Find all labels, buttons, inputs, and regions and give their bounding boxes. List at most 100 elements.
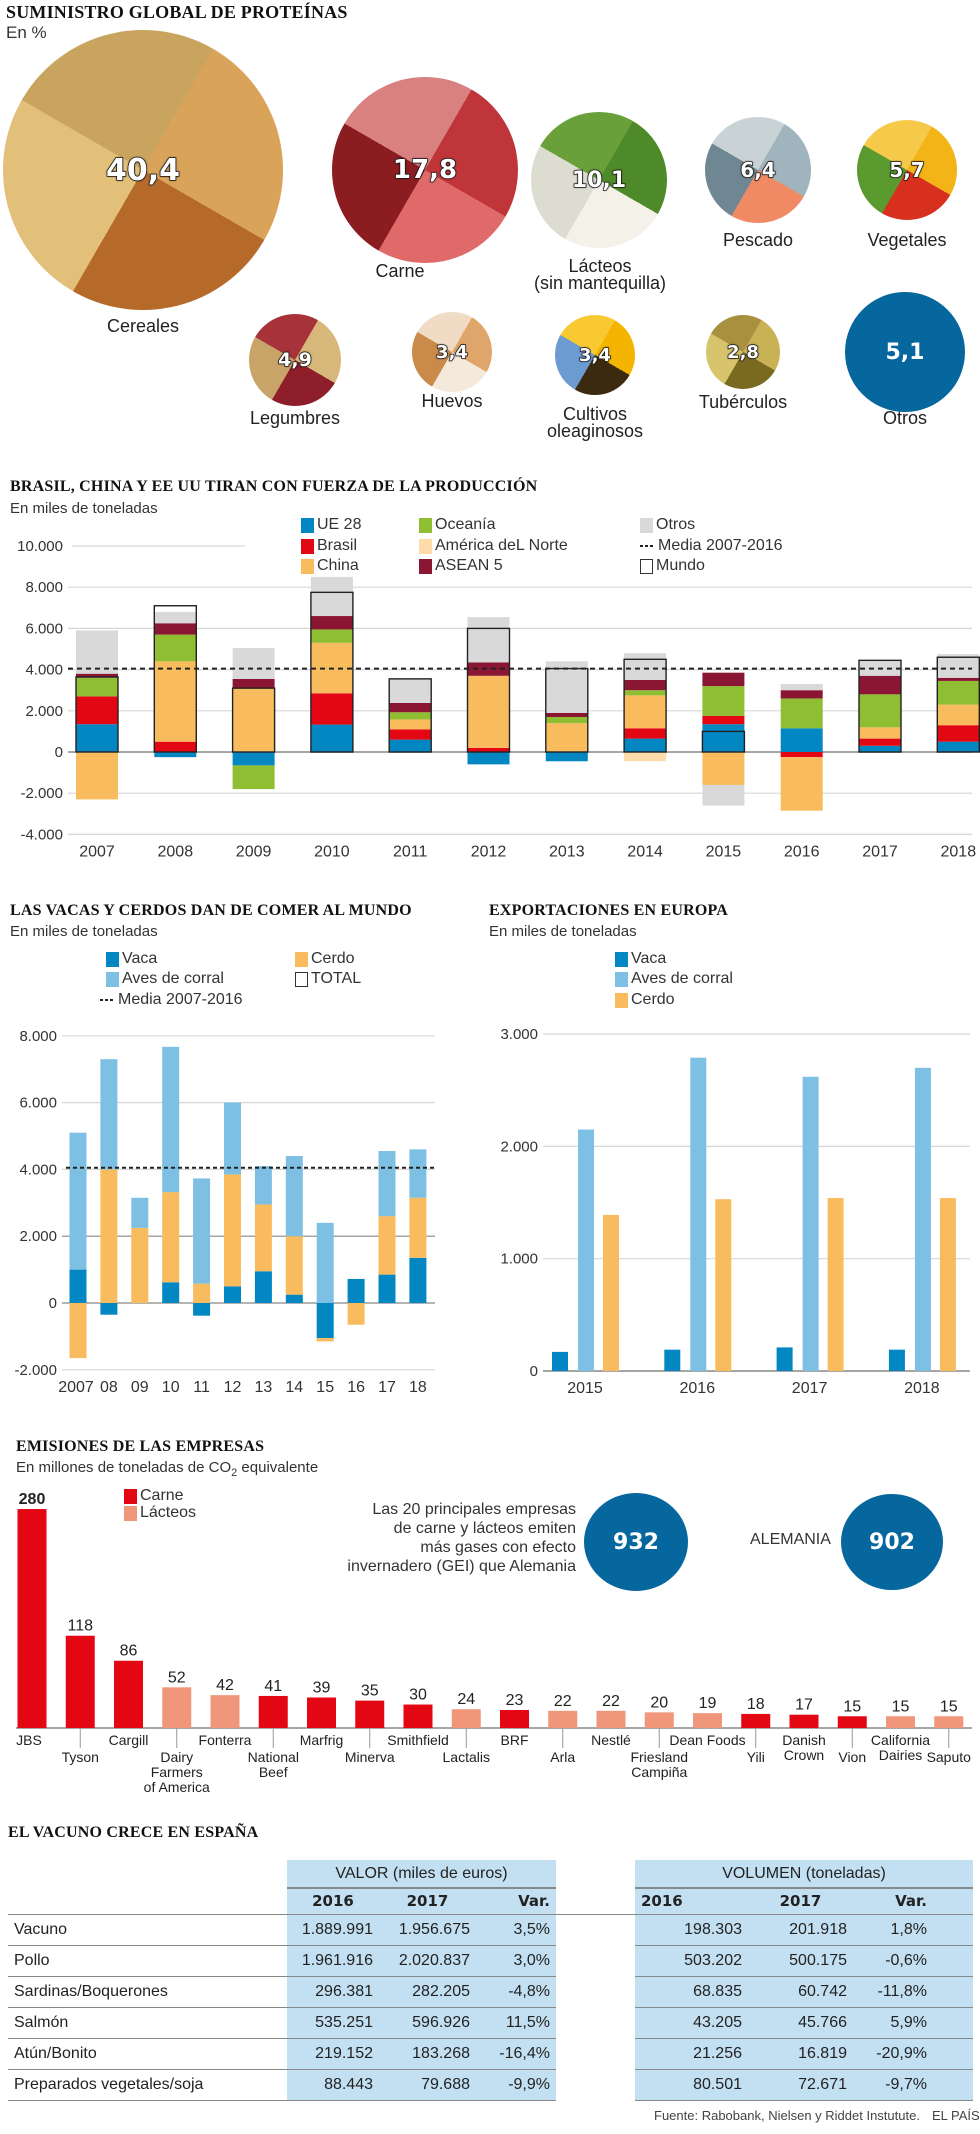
- bar-segment-oceania-2014: [624, 690, 667, 696]
- bar-tyson: [65, 1635, 95, 1728]
- pad: [933, 1976, 973, 2008]
- y-tick-label: 0: [530, 1363, 538, 1380]
- valor-2017: 183.268: [379, 2038, 476, 2070]
- company-label: California: [871, 1732, 930, 1748]
- company-label: Dean Foods: [669, 1732, 745, 1748]
- bar-segment-otros-2012: [467, 617, 510, 663]
- bar-segment-oceania-2009: [232, 765, 275, 790]
- bubble-value: 17,8: [392, 154, 458, 186]
- x-tick-label: 13: [255, 1379, 273, 1396]
- legend-swatch: [419, 538, 432, 554]
- legend-item-aves-de-corral: Aves de corral: [615, 970, 733, 988]
- bar-segment-brasil-2008: [154, 741, 197, 752]
- bar-segment-otros-2014: [624, 653, 667, 680]
- volumen-2017: 60.742: [748, 1976, 853, 2008]
- bar-segment-brasil-2007: [76, 696, 118, 725]
- bubble-carne: 17,8: [332, 77, 518, 263]
- exports-chart: 3.000 2.000 1.000 0 2015 2016 2017 2018: [500, 1026, 970, 1397]
- company-label: Vion: [838, 1749, 866, 1765]
- bar-danish-crown: [789, 1714, 819, 1728]
- bar-aves-de-corral-2017: [802, 1076, 819, 1371]
- volumen-2017: 45.766: [748, 2007, 853, 2039]
- bar-segment-asean-5-2008: [154, 623, 197, 635]
- bar-cerdo-2018: [939, 1198, 956, 1371]
- germany-value: 902: [869, 1529, 915, 1555]
- volumen-col-var: Var.: [853, 1888, 933, 1915]
- y-tick-label: 1.000: [500, 1251, 538, 1268]
- x-tick-label: 10: [162, 1379, 180, 1396]
- legend-swatch: [419, 517, 432, 533]
- bar-segment-vaca-16: [347, 1278, 365, 1303]
- bubble-huevos: 3,4: [412, 312, 492, 392]
- bar-segment-oceania-2013: [545, 716, 588, 724]
- bar-segment-china-2018: [937, 704, 980, 726]
- bar-segment-cerdo-08: [100, 1169, 118, 1303]
- valor-2016: 296.381: [287, 1976, 379, 2008]
- bar-segment-asean-5-2018: [937, 677, 980, 681]
- bar-segment-otros-2009: [232, 647, 275, 679]
- x-tick-label: 2018: [904, 1380, 940, 1397]
- legend-item-aves-de-corral: Aves de corral: [106, 970, 224, 988]
- bar-dairy-farmers-of-america: [162, 1687, 192, 1728]
- legend-swatch: [295, 951, 308, 967]
- bar-cerdo-2016: [715, 1199, 732, 1371]
- bubble-vegetales: 5,7: [857, 120, 957, 220]
- x-tick-label: 16: [347, 1379, 365, 1396]
- bar-dean-foods: [693, 1713, 722, 1728]
- bar-segment-asean-5-2015: [702, 672, 745, 687]
- company-label: Crown: [784, 1747, 824, 1763]
- bubble-label: Otros: [882, 408, 928, 428]
- mundo-total-2015: [701, 730, 746, 753]
- bubble-value: 5,7: [889, 157, 926, 183]
- value-label: 15: [843, 1698, 861, 1715]
- x-tick-label: 2012: [471, 843, 507, 860]
- bar-lactalis: [451, 1709, 481, 1728]
- x-tick-label: 15: [316, 1379, 334, 1396]
- legend-item-oceania: Oceanía: [419, 516, 495, 534]
- company-label: Marfrig: [300, 1732, 344, 1748]
- valor-header: VALOR (miles de euros): [287, 1860, 556, 1889]
- mundo-total-2009: [231, 687, 276, 753]
- bar-segment-oceania-2017: [859, 694, 901, 728]
- bubble-value: 5,1: [885, 339, 925, 365]
- row-name: Sardinas/Boquerones: [8, 1976, 287, 2008]
- volumen-var: -11,8%: [853, 1976, 933, 2008]
- exports-subtitle: En miles de toneladas: [489, 923, 637, 940]
- legend-label: Media 2007-2016: [658, 537, 783, 554]
- bar-segment-asean-5-2016: [780, 690, 823, 699]
- bar-aves-de-corral-2015: [578, 1129, 594, 1371]
- table-row: Sardinas/Boquerones 296.381 282.205 -4,8% 68…: [8, 1976, 973, 2008]
- value-label: 52: [168, 1669, 186, 1686]
- bar-vaca-2015: [552, 1351, 568, 1371]
- pad: [933, 1945, 973, 1977]
- x-tick-label: 2007: [79, 843, 115, 860]
- spacer: [556, 1914, 635, 1945]
- legend-label: ASEAN 5: [435, 557, 503, 574]
- dashed-line-swatch: [640, 545, 654, 547]
- bar-segment-china-2017: [859, 727, 901, 739]
- value-label: 20: [650, 1694, 668, 1711]
- bubble-value: 3,4: [578, 344, 611, 367]
- x-tick-label: 2007: [58, 1379, 94, 1396]
- bubble-label: Carne: [375, 261, 425, 281]
- bar-segment-brasil-2016: [780, 752, 823, 758]
- emissions-subtitle: En millones de toneladas de CO2 equivale…: [16, 1459, 318, 1479]
- y-tick-label: -2.000: [20, 785, 63, 802]
- bar-jbs: [17, 1509, 47, 1728]
- bar-segment-otros-2013: [545, 661, 588, 713]
- bar-segment-ue-28-2007: [76, 724, 118, 752]
- value-label: 24: [457, 1691, 475, 1708]
- value-label: 35: [361, 1683, 379, 1700]
- bar-segment-asean-5-2013: [545, 712, 588, 717]
- y-tick-label: 3.000: [500, 1026, 538, 1043]
- y-tick-label: 4.000: [19, 1161, 57, 1178]
- legend-label: Cerdo: [311, 950, 355, 967]
- mundo-total-2012: [466, 627, 511, 753]
- bar-aves-de-corral-2016: [690, 1057, 707, 1371]
- bar-segment-brasil-2015: [702, 715, 745, 725]
- bar-segment-brasil-2017: [859, 738, 901, 746]
- emissions-subtitle-sub: 2: [231, 1467, 238, 1479]
- legend-item-carne: Carne: [124, 1487, 184, 1505]
- legend-swatch: [615, 971, 628, 987]
- proteins-subtitle: En %: [6, 23, 47, 42]
